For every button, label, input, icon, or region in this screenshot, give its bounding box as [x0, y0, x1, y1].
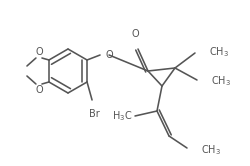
Text: O: O [35, 85, 43, 95]
Text: H$_3$C: H$_3$C [112, 109, 132, 123]
Text: CH$_3$: CH$_3$ [201, 143, 221, 157]
Text: CH$_3$: CH$_3$ [211, 74, 231, 88]
Text: Br: Br [89, 109, 100, 119]
Text: CH$_3$: CH$_3$ [209, 45, 229, 59]
Text: O: O [131, 29, 139, 39]
Text: O: O [105, 50, 113, 60]
Text: O: O [35, 47, 43, 57]
